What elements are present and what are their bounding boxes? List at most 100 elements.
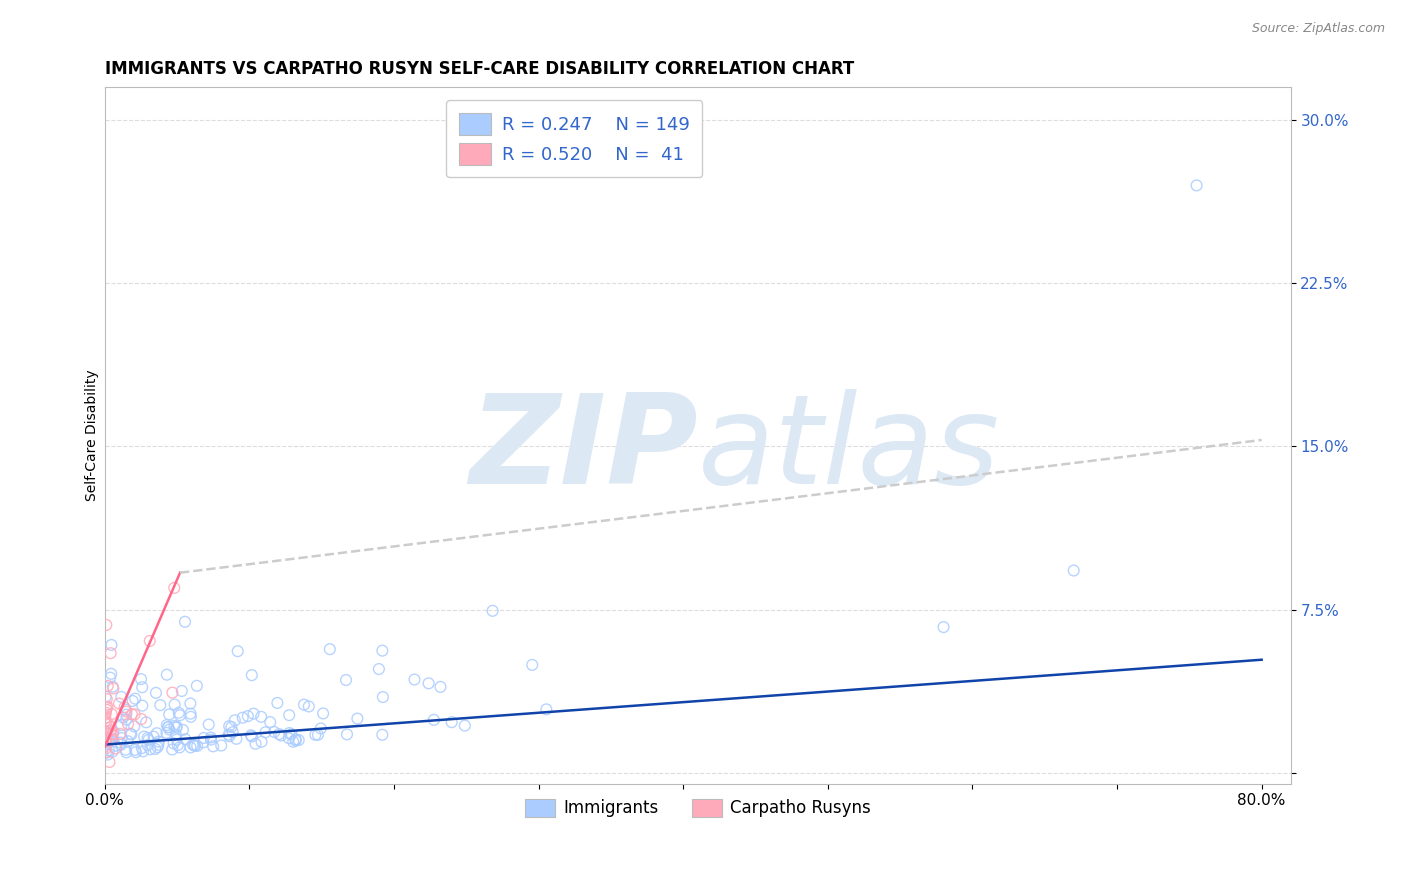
Point [218, 729, 240, 743]
Point [232, 711, 254, 725]
Point [148, 734, 170, 748]
Point [162, 742, 184, 756]
Point [307, 728, 329, 742]
Point [263, 725, 285, 739]
Point [96, 700, 118, 714]
Point [250, 710, 273, 724]
Point [98, 671, 121, 685]
Point [240, 668, 263, 682]
Point [280, 727, 302, 741]
Point [103, 681, 125, 696]
Point [197, 717, 219, 731]
Point [202, 739, 225, 754]
Point [157, 723, 180, 737]
Point [440, 715, 463, 730]
Point [292, 698, 315, 712]
Point [94, 690, 117, 704]
Point [98, 755, 121, 769]
Point [157, 720, 180, 734]
Point [284, 733, 307, 747]
Point [522, 657, 544, 672]
Point [101, 727, 124, 741]
Point [121, 707, 143, 722]
Point [94, 714, 117, 728]
Text: atlas: atlas [697, 389, 1000, 510]
Point [155, 726, 177, 740]
Point [423, 713, 446, 727]
Point [218, 727, 240, 741]
Point [134, 730, 156, 744]
Point [114, 743, 136, 757]
Point [162, 736, 184, 750]
Point [148, 738, 170, 752]
Point [404, 673, 426, 687]
Point [335, 673, 357, 687]
Point [94, 734, 117, 748]
Point [94, 716, 117, 731]
Point [163, 581, 186, 595]
Point [418, 676, 440, 690]
Point [145, 686, 167, 700]
Point [250, 735, 273, 749]
Point [222, 725, 245, 739]
Point [146, 740, 169, 755]
Point [96, 731, 118, 746]
Point [179, 706, 201, 721]
Point [156, 720, 179, 734]
Point [100, 666, 122, 681]
Point [114, 703, 136, 717]
Point [270, 729, 292, 743]
Point [94, 706, 117, 720]
Point [371, 690, 394, 704]
Point [96, 734, 118, 748]
Point [181, 738, 204, 752]
Point [96, 618, 118, 632]
Point [156, 667, 179, 681]
Point [267, 727, 290, 741]
Point [218, 719, 240, 733]
Point [240, 730, 263, 744]
Point [117, 734, 139, 748]
Point [221, 720, 243, 734]
Point [174, 615, 197, 629]
Point [110, 736, 132, 750]
Point [304, 728, 326, 742]
Point [100, 646, 122, 660]
Point [120, 727, 142, 741]
Point [94, 724, 117, 739]
Point [165, 728, 187, 742]
Point [125, 745, 148, 759]
Point [166, 720, 188, 734]
Point [163, 698, 186, 712]
Point [186, 739, 208, 753]
Point [124, 707, 146, 722]
Point [94, 707, 117, 722]
Point [298, 699, 321, 714]
Point [278, 731, 301, 746]
Point [169, 740, 191, 755]
Point [94, 746, 117, 760]
Text: ZIP: ZIP [470, 389, 697, 510]
Point [266, 696, 288, 710]
Point [97, 716, 120, 731]
Point [108, 697, 131, 711]
Point [101, 731, 124, 746]
Point [193, 735, 215, 749]
Point [429, 680, 451, 694]
Point [98, 743, 121, 757]
Point [242, 706, 264, 721]
Point [156, 718, 179, 732]
Point [287, 733, 309, 747]
Point [135, 715, 157, 730]
Point [312, 706, 335, 721]
Point [94, 741, 117, 756]
Point [146, 726, 169, 740]
Point [136, 738, 159, 752]
Point [143, 742, 166, 756]
Point [94, 724, 117, 739]
Point [96, 692, 118, 706]
Point [186, 679, 208, 693]
Point [454, 718, 477, 732]
Point [100, 638, 122, 652]
Point [111, 731, 134, 745]
